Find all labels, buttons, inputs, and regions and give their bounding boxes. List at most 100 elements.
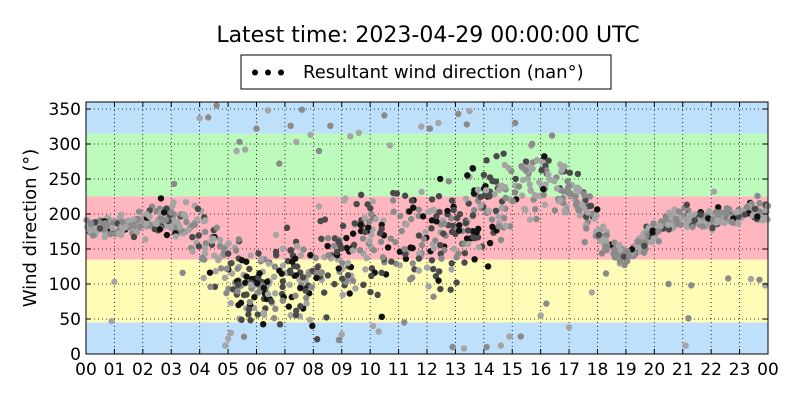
data-point (540, 185, 547, 193)
data-point (735, 220, 742, 228)
data-point (211, 283, 219, 290)
data-point (279, 278, 287, 285)
data-point (599, 223, 607, 230)
data-point (260, 309, 267, 317)
data-point (683, 201, 691, 208)
data-point (285, 303, 293, 310)
data-point (682, 342, 689, 349)
data-point (450, 206, 457, 214)
data-point (235, 281, 242, 288)
data-point (741, 211, 749, 218)
data-point (366, 237, 373, 245)
data-point (200, 274, 207, 282)
x-tick-label: 20 (644, 360, 666, 380)
data-point (344, 272, 352, 279)
data-point (276, 160, 283, 167)
data-point (221, 274, 229, 282)
x-tick-label: 21 (672, 360, 694, 380)
y-tick-label: 100 (49, 275, 81, 295)
data-point (697, 211, 704, 218)
data-point (359, 235, 367, 242)
data-point (515, 183, 523, 190)
chart-legend: Resultant wind direction (nan°) (240, 54, 612, 90)
data-point (418, 123, 425, 130)
data-point (546, 176, 554, 184)
data-point (398, 227, 405, 235)
x-tick-label: 19 (615, 360, 637, 380)
data-point (437, 175, 444, 183)
data-point (369, 198, 377, 205)
data-point (320, 289, 328, 296)
data-point (349, 247, 356, 254)
data-point (409, 274, 416, 281)
data-point (574, 188, 582, 195)
data-point (635, 244, 642, 251)
data-point (307, 131, 314, 139)
data-point (174, 218, 181, 226)
data-point (522, 167, 529, 174)
data-point (279, 262, 287, 269)
data-point (179, 269, 186, 276)
data-point (176, 223, 184, 231)
x-tick-label: 05 (217, 360, 239, 380)
data-point (223, 289, 230, 297)
x-tick-label: 07 (274, 360, 296, 380)
data-point (338, 275, 346, 282)
data-point (665, 280, 672, 288)
data-point (166, 223, 174, 231)
y-tick-label: 0 (70, 345, 81, 365)
data-point (489, 223, 496, 231)
data-point (566, 169, 574, 176)
data-point (119, 218, 126, 225)
data-point (474, 186, 482, 194)
y-axis-label: Wind direction (°) (20, 149, 41, 308)
data-point (292, 255, 299, 262)
data-point (195, 232, 203, 239)
data-point (486, 192, 493, 200)
data-point (401, 192, 409, 199)
data-point (185, 226, 192, 234)
data-point (375, 328, 382, 335)
data-point (191, 221, 199, 228)
data-point (286, 281, 293, 288)
data-point (616, 241, 623, 249)
data-point (465, 200, 472, 207)
x-tick-label: 18 (587, 360, 609, 380)
x-tick-label: 01 (104, 360, 126, 380)
data-point (428, 257, 436, 264)
data-point (602, 270, 610, 277)
data-point (415, 206, 423, 213)
data-point (634, 238, 641, 245)
data-point (575, 207, 583, 214)
data-point (541, 153, 548, 160)
data-point (119, 225, 127, 233)
data-point (227, 329, 235, 337)
data-point (302, 287, 309, 294)
data-point (408, 215, 415, 223)
data-point (207, 283, 214, 291)
data-point (435, 268, 443, 275)
data-point (195, 243, 203, 250)
x-tick-label: 00 (75, 360, 97, 380)
data-point (761, 282, 769, 289)
data-point (234, 288, 241, 295)
data-point (213, 102, 220, 109)
data-point (343, 234, 350, 242)
data-point (449, 343, 456, 351)
data-point (593, 212, 600, 219)
data-point (235, 301, 242, 309)
data-point (346, 290, 353, 297)
data-point (253, 125, 260, 132)
data-point (324, 234, 332, 242)
y-tick-labels: 0 50 100 150 200 250 300 350 (49, 100, 81, 365)
data-point (236, 138, 243, 146)
data-point (260, 284, 267, 292)
data-point (617, 258, 624, 265)
data-point (313, 274, 320, 282)
data-point (270, 314, 278, 322)
x-tick-label: 10 (359, 360, 381, 380)
x-tick-label: 02 (132, 360, 154, 380)
data-point (685, 315, 692, 322)
data-point (292, 311, 300, 319)
data-point (157, 195, 165, 202)
